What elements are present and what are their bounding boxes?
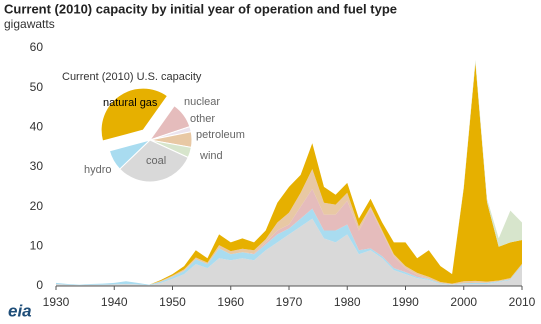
pie-label: hydro [84, 164, 112, 176]
pie-slice [100, 87, 169, 142]
pie-label: natural gas [103, 97, 158, 109]
pie-label: petroleum [196, 129, 245, 141]
y-tick-label: 10 [30, 239, 44, 253]
pie-slice [108, 139, 151, 170]
x-tick-label: 1970 [276, 295, 303, 309]
plot-area: 1930 1940 1950 1960 1970 1980 1990 2000 2010 0 10 2… [30, 40, 536, 309]
pie-slice [118, 139, 189, 183]
y-tick-label: 60 [30, 40, 44, 54]
x-tick-label: 1940 [101, 295, 128, 309]
x-tick-label: 2000 [450, 295, 477, 309]
chart-title: Current (2010) capacity by initial year … [4, 1, 397, 16]
area [56, 218, 522, 286]
pie-inset: Current (2010) U.S. capacity natural gas n… [62, 71, 245, 183]
logo: eia [8, 301, 32, 320]
x-tick-label: 1960 [217, 295, 244, 309]
y-tick-label: 50 [30, 80, 44, 94]
x-tick-label: 1990 [392, 295, 419, 309]
pie-label: coal [146, 155, 166, 167]
pie-label: other [190, 113, 215, 125]
pie-label: wind [199, 150, 223, 162]
x-tick-label: 1950 [159, 295, 186, 309]
pie-label: nuclear [184, 96, 220, 108]
x-tick-label: 1980 [334, 295, 361, 309]
x-tick-label: 2010 [509, 295, 536, 309]
y-tick-label: 30 [30, 159, 44, 173]
pie-title: Current (2010) U.S. capacity [62, 71, 202, 83]
y-tick-label: 20 [30, 199, 44, 213]
chart-subtitle: gigawatts [4, 17, 55, 31]
area [56, 62, 522, 285]
y-tick-label: 0 [36, 278, 43, 292]
y-tick-label: 40 [30, 120, 44, 134]
x-tick-label: 1930 [43, 295, 70, 309]
